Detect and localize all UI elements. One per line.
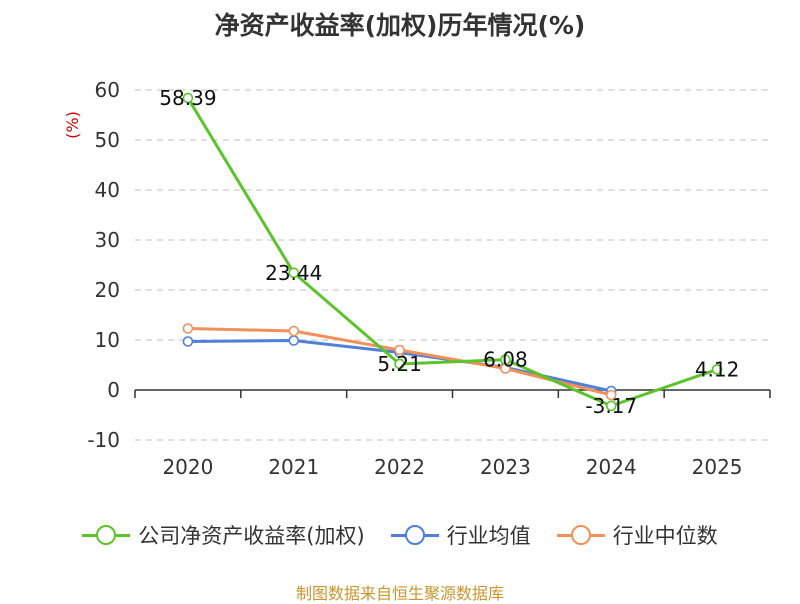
y-tick-label: 60 bbox=[95, 78, 120, 102]
x-tick-label: 2023 bbox=[480, 455, 531, 479]
y-tick-label: 40 bbox=[95, 178, 120, 202]
legend-dot bbox=[404, 525, 425, 545]
legend-label: 行业均值 bbox=[446, 524, 531, 548]
axis-layer: -10 0 10 20 30 40 50 60 (%) 2020 2021 2022 2023 2024 2… bbox=[63, 78, 771, 479]
legend-dot bbox=[570, 525, 591, 545]
source-note: 制图数据来自恒生聚源数据库 bbox=[295, 584, 504, 603]
data-point bbox=[394, 344, 405, 356]
y-tick-label: 10 bbox=[95, 328, 120, 352]
y-tick-label: -10 bbox=[87, 428, 120, 452]
data-point bbox=[288, 335, 300, 346]
x-tick-label: 2021 bbox=[268, 455, 319, 479]
x-tick-label: 2022 bbox=[374, 455, 425, 479]
data-label: 23.44 bbox=[265, 261, 322, 285]
y-tick-label: 0 bbox=[107, 378, 120, 402]
label-layer: 58.39 23.44 5.21 6.08 -3.17 4.12 bbox=[159, 86, 739, 418]
legend-label: 公司净资产收益率(加权) bbox=[138, 524, 365, 548]
legend-marker-icon bbox=[82, 525, 131, 545]
series-line bbox=[186, 97, 718, 408]
series-layer bbox=[182, 92, 723, 412]
y-axis-label: (%) bbox=[63, 111, 82, 139]
y-tick-label: 50 bbox=[95, 128, 120, 152]
data-point bbox=[288, 267, 300, 279]
x-tick-label: 2020 bbox=[162, 455, 213, 479]
data-label: 4.12 bbox=[695, 357, 740, 381]
data-label: 58.39 bbox=[159, 86, 216, 110]
legend-dot bbox=[96, 525, 117, 545]
data-point bbox=[500, 354, 511, 365]
legend-label: 行业中位数 bbox=[612, 524, 718, 548]
data-point bbox=[605, 389, 617, 401]
x-tick-label: 2024 bbox=[586, 455, 637, 479]
data-point bbox=[394, 358, 405, 370]
data-point bbox=[711, 364, 723, 375]
data-point bbox=[182, 336, 194, 347]
legend-item[interactable]: 公司净资产收益率(加权) bbox=[82, 520, 365, 550]
legend: 公司净资产收益率(加权) 行业均值 行业中位数 bbox=[0, 520, 800, 550]
data-label: 5.21 bbox=[377, 352, 422, 376]
chart-title: 净资产收益率(加权)历年情况(%) bbox=[214, 11, 586, 40]
legend-item[interactable]: 行业中位数 bbox=[556, 520, 718, 550]
data-label: -3.17 bbox=[585, 394, 637, 418]
data-point bbox=[182, 92, 194, 104]
y-tick-label: 30 bbox=[95, 228, 120, 252]
data-label: 6.08 bbox=[483, 348, 528, 372]
x-tick-label: 2025 bbox=[692, 455, 743, 479]
data-point bbox=[605, 400, 617, 412]
data-point bbox=[288, 325, 300, 337]
data-point bbox=[182, 323, 194, 334]
legend-marker-icon bbox=[556, 525, 605, 545]
grid-layer bbox=[135, 89, 770, 441]
legend-item[interactable]: 行业均值 bbox=[390, 520, 531, 550]
legend-marker-icon bbox=[390, 525, 439, 545]
y-tick-label: 20 bbox=[95, 278, 120, 302]
